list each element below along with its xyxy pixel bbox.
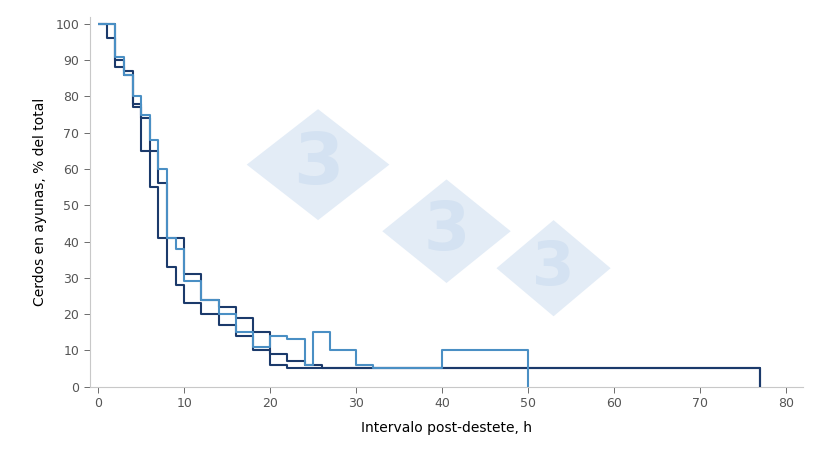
X-axis label: Intervalo post-destete, h: Intervalo post-destete, h [360,421,532,435]
Text: 3: 3 [292,130,343,199]
Polygon shape [495,220,610,316]
Y-axis label: Cerdos en ayunas, % del total: Cerdos en ayunas, % del total [33,97,47,306]
Polygon shape [382,179,510,283]
Text: 3: 3 [532,239,574,298]
Text: 3: 3 [423,198,469,264]
Polygon shape [247,109,389,220]
